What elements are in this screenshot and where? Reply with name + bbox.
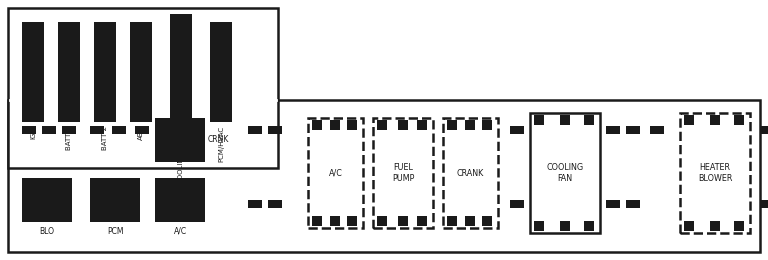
Text: BLO: BLO <box>39 227 55 236</box>
Bar <box>626 200 640 208</box>
Bar <box>268 200 282 208</box>
Bar <box>534 115 544 125</box>
Bar <box>534 221 544 231</box>
Bar <box>560 115 570 125</box>
Bar <box>8 8 278 168</box>
Text: BATT 1: BATT 1 <box>66 126 72 150</box>
Bar <box>22 126 36 134</box>
Bar <box>447 216 457 226</box>
Bar <box>684 221 694 231</box>
Bar <box>130 22 152 122</box>
Bar <box>377 216 387 226</box>
Bar <box>684 115 694 125</box>
Text: COOLING FAN: COOLING FAN <box>178 136 184 184</box>
Bar <box>734 115 744 125</box>
Text: IGN: IGN <box>30 126 36 139</box>
Bar <box>710 115 720 125</box>
Bar <box>22 178 72 222</box>
Bar <box>347 216 357 226</box>
Bar <box>22 22 44 122</box>
Bar <box>330 120 340 130</box>
Bar <box>606 200 620 208</box>
Bar <box>373 118 433 228</box>
Text: FUEL
PUMP: FUEL PUMP <box>392 163 414 183</box>
Bar <box>760 200 768 208</box>
Bar <box>112 126 126 134</box>
Bar <box>443 118 498 228</box>
Bar <box>760 126 768 134</box>
Bar <box>417 120 427 130</box>
Bar <box>8 100 760 252</box>
Text: COOLING
FAN: COOLING FAN <box>547 163 584 183</box>
Bar <box>482 120 492 130</box>
Bar <box>170 14 192 132</box>
Text: HEATER
BLOWER: HEATER BLOWER <box>698 163 732 183</box>
Bar <box>155 118 205 162</box>
Bar <box>584 221 594 231</box>
Bar <box>510 200 524 208</box>
Bar <box>248 200 262 208</box>
Bar <box>398 216 408 226</box>
Bar <box>584 115 594 125</box>
Bar <box>465 216 475 226</box>
Bar <box>710 221 720 231</box>
Bar <box>482 216 492 226</box>
Bar <box>268 126 282 134</box>
Bar <box>330 216 340 226</box>
Bar <box>530 113 600 233</box>
Bar <box>465 120 475 130</box>
Bar <box>312 120 322 130</box>
Bar <box>556 126 570 134</box>
Bar <box>510 126 524 134</box>
Bar <box>680 113 750 233</box>
Bar <box>90 126 104 134</box>
Bar <box>398 120 408 130</box>
Text: CRNK: CRNK <box>208 135 230 145</box>
Bar <box>606 126 620 134</box>
Text: ABS: ABS <box>138 126 144 140</box>
Bar <box>447 120 457 130</box>
Bar <box>377 120 387 130</box>
Text: CRANK: CRANK <box>457 168 484 178</box>
Bar <box>90 178 140 222</box>
Bar <box>650 126 664 134</box>
Text: PCM/HVAC: PCM/HVAC <box>218 126 224 162</box>
Bar <box>58 22 80 122</box>
Bar <box>734 221 744 231</box>
Bar <box>210 22 232 122</box>
Bar <box>532 200 546 208</box>
Bar <box>560 221 570 231</box>
Bar <box>62 126 76 134</box>
Bar <box>532 126 546 134</box>
Bar <box>42 126 56 134</box>
Text: A/C: A/C <box>174 227 187 236</box>
Bar <box>312 216 322 226</box>
Bar <box>347 120 357 130</box>
Bar <box>135 126 149 134</box>
Bar <box>308 118 363 228</box>
Text: BATT 2: BATT 2 <box>102 126 108 150</box>
Text: A/C: A/C <box>329 168 343 178</box>
Bar <box>626 126 640 134</box>
Bar <box>248 126 262 134</box>
Bar <box>155 178 205 222</box>
Bar <box>94 22 116 122</box>
Bar <box>417 216 427 226</box>
Text: PCM: PCM <box>107 227 123 236</box>
